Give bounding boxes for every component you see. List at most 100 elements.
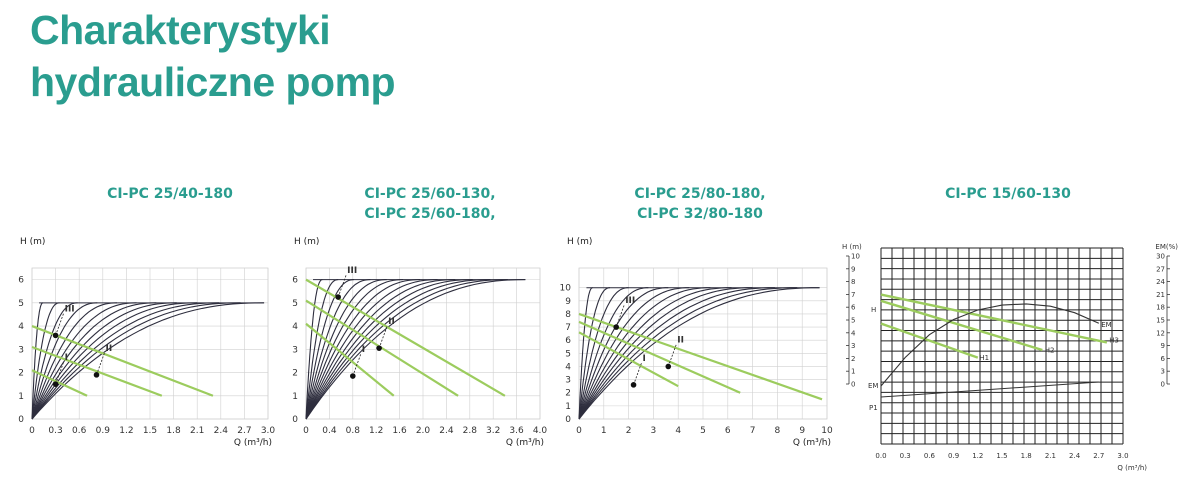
x-tick-label: 3.0 [261, 426, 276, 436]
em-axis-tick-label: 0 [1161, 381, 1165, 389]
pump-curve [578, 287, 711, 420]
x-tick-label: 0.6 [924, 452, 936, 460]
y-tick-label: 9 [565, 297, 571, 307]
y-tick-label: 2 [18, 369, 24, 379]
y-tick-label: 0 [565, 415, 571, 425]
em-axis-title: EM(%) [1155, 243, 1178, 251]
h-axis-tick-label: 7 [851, 291, 855, 299]
operating-point-leader [96, 352, 105, 375]
x-tick-label: 0 [29, 426, 35, 436]
x-axis-label: Q (m³/h) [793, 438, 831, 448]
h-axis-tick-label: 5 [851, 317, 855, 325]
em-axis-tick-label: 3 [1161, 368, 1165, 376]
y-tick-label: 6 [565, 336, 571, 346]
h-axis-tick-label: 10 [851, 253, 860, 261]
operating-point-label: III [347, 266, 357, 276]
y-tick-label: 5 [18, 299, 24, 309]
x-axis-label: Q (m³/h) [506, 438, 544, 448]
em-axis-tick-label: 6 [1161, 355, 1166, 363]
operating-point [335, 294, 341, 300]
h-axis-tick-label: 9 [851, 265, 855, 273]
pump-curve [31, 302, 220, 420]
operating-point [93, 372, 100, 378]
em-left-label: EM [868, 382, 878, 390]
operating-point-label: I [643, 354, 646, 364]
operating-point-leader [378, 326, 388, 349]
system-line [578, 312, 823, 401]
em-axis-tick-label: 15 [1156, 317, 1165, 325]
x-tick-label: 3.6 [509, 426, 524, 436]
y-tick-label: 1 [18, 392, 24, 402]
y-tick-label: 2 [565, 389, 571, 399]
head-curve-h2 [880, 299, 1043, 352]
x-tick-label: 0 [576, 426, 582, 436]
p1-label: P1 [869, 404, 878, 412]
system-line [305, 322, 395, 397]
h-axis-tick-label: 8 [851, 278, 855, 286]
em-curve-label: EM [1101, 321, 1111, 329]
h-axis-tick-label: 6 [851, 304, 856, 312]
page-title-line-1: Charakterystyki [30, 7, 331, 53]
system-line [578, 320, 741, 394]
y-tick-label: 5 [565, 349, 571, 359]
operating-point-label: II [388, 317, 395, 327]
pump-curve [31, 302, 118, 420]
x-tick-label: 6 [725, 426, 731, 436]
pump-curve [305, 279, 473, 420]
pump-curve [578, 287, 610, 420]
y-tick-label: 3 [292, 345, 298, 355]
operating-point-leader [55, 362, 64, 385]
x-tick-label: 0.4 [322, 426, 337, 436]
pump-curve [578, 287, 690, 420]
operating-point [630, 382, 637, 388]
pump-curve [578, 287, 629, 420]
x-tick-label: 3 [651, 426, 657, 436]
chart-3-title-line-1: CI-PC 25/80-180, [634, 186, 766, 202]
x-tick-label: 1 [601, 426, 607, 436]
h3-label: H3 [1109, 336, 1119, 344]
x-tick-label: 2.0 [416, 426, 431, 436]
y-tick-label: 3 [565, 376, 571, 386]
pump-curve [31, 302, 44, 420]
pump-curve [305, 279, 421, 420]
pump-curve [578, 287, 753, 420]
pump-curve [578, 287, 649, 420]
x-tick-label: 7 [750, 426, 756, 436]
x-tick-label: 2.4 [214, 426, 229, 436]
pump-curve [305, 279, 526, 420]
x-tick-label: 1.5 [996, 452, 1007, 460]
h-axis-tick-label: 2 [851, 355, 855, 363]
x-tick-label: 0.9 [96, 426, 111, 436]
y-axis-label: H (m) [294, 237, 319, 247]
em-axis-tick-label: 12 [1156, 329, 1165, 337]
pump-curve [305, 279, 339, 420]
chart-4-title-text: CI-PC 15/60-130 [945, 186, 1071, 202]
operating-point-leader [337, 274, 347, 298]
y-tick-label: 6 [292, 276, 298, 286]
x-tick-label: 1.2 [369, 426, 383, 436]
y-tick-label: 7 [565, 323, 571, 333]
operating-point-label: I [362, 345, 365, 355]
pump-curve [31, 302, 78, 420]
h-axis-tick-label: 4 [851, 329, 856, 337]
chart-2-title: CI-PC 25/60-130, CI-PC 25/60-180, [300, 184, 560, 224]
p1-line [880, 381, 1099, 398]
x-tick-label: 1.2 [972, 452, 983, 460]
operating-point [52, 381, 59, 387]
x-tick-label: 0.3 [48, 426, 62, 436]
y-tick-label: 0 [292, 415, 298, 425]
x-tick-label: 2.7 [1093, 452, 1104, 460]
em-axis-tick-label: 18 [1156, 304, 1165, 312]
chart-2-title-line-1: CI-PC 25/60-130, [364, 186, 496, 202]
h-axis-title: H (m) [842, 243, 862, 251]
system-line [31, 325, 214, 397]
x-tick-label: 2.1 [1045, 452, 1056, 460]
x-tick-label: 0.3 [900, 452, 911, 460]
pump-curve [578, 287, 669, 420]
pump-curve [31, 302, 60, 420]
x-tick-label: 4.0 [533, 426, 548, 436]
efficiency-curve [880, 303, 1100, 387]
operating-point-leader [667, 344, 677, 367]
chart-1-title: CI-PC 25/40-180 [40, 184, 300, 204]
pump-curve [305, 279, 371, 420]
